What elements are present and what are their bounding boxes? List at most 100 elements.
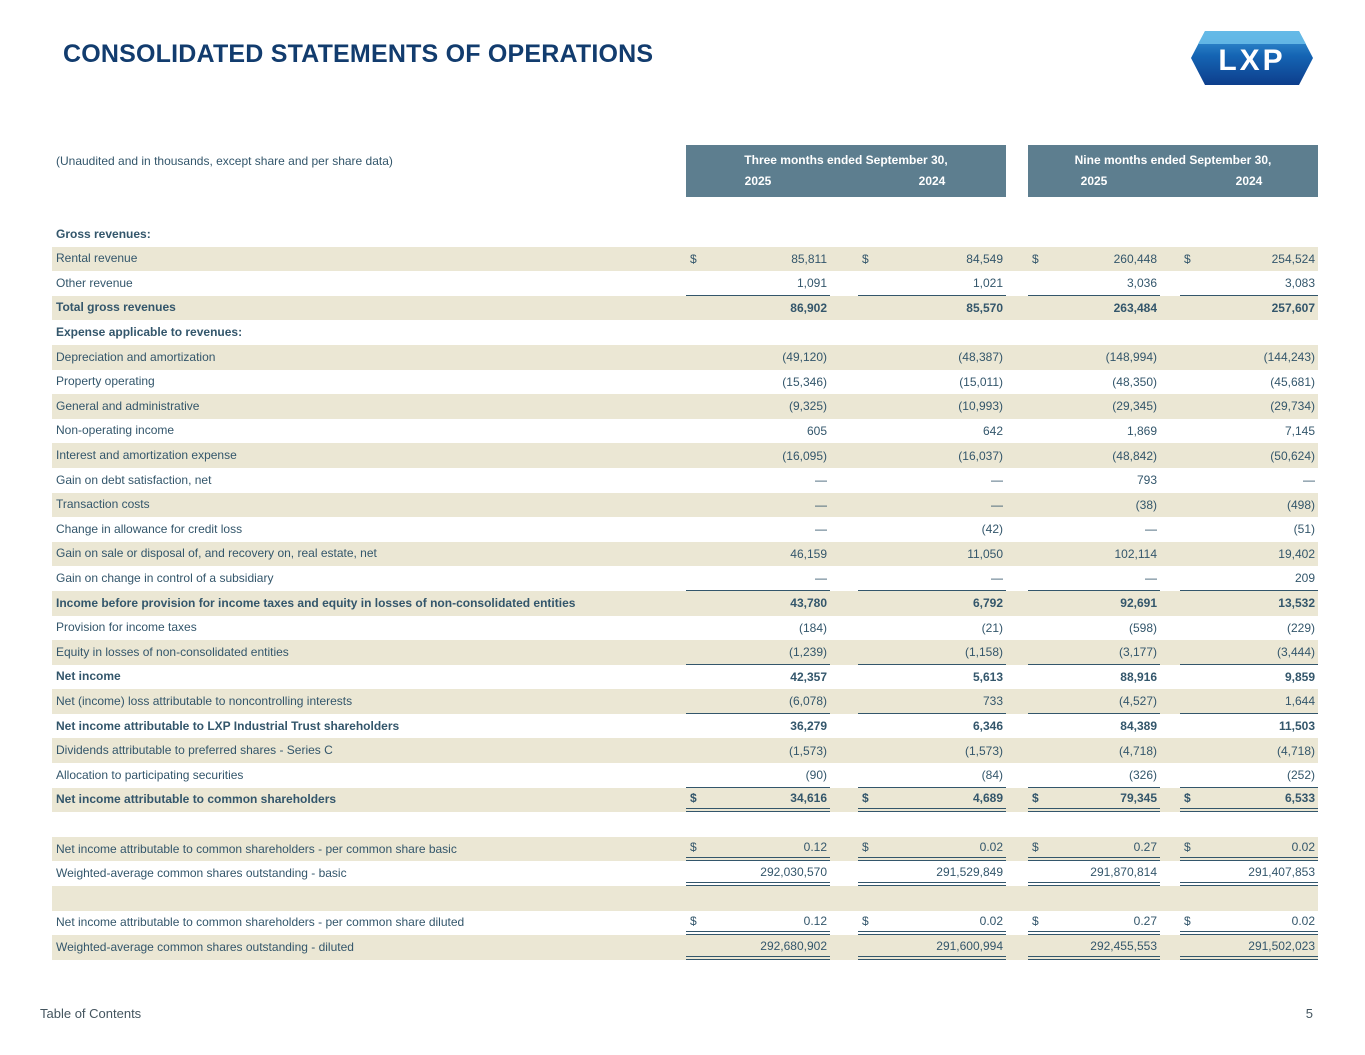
cell-value: 292,030,570 — [760, 864, 827, 879]
row-label: Gain on change in control of a subsidiar… — [56, 571, 274, 586]
cell-value: (9,325) — [788, 399, 827, 414]
cell-value: (16,095) — [782, 448, 827, 463]
lxp-logo: LXP — [1189, 26, 1315, 90]
value-cell — [1180, 886, 1318, 911]
cell-value: — — [1303, 473, 1315, 488]
value-cell: $0.02 — [858, 837, 1006, 862]
value-cell: (10,993) — [858, 394, 1006, 419]
cell-value: 642 — [982, 424, 1003, 439]
cell-value: (48,350) — [1112, 374, 1157, 389]
table-header: Three months ended September 30, 2025 20… — [52, 145, 1318, 197]
value-cell: 1,644 — [1180, 689, 1318, 714]
value-cell: — — [686, 468, 830, 493]
column-gap — [1160, 665, 1180, 690]
cell-value: (3,444) — [1276, 644, 1315, 659]
dollar-sign: $ — [1184, 913, 1191, 928]
value-cell: 291,600,994 — [858, 935, 1006, 960]
column-gap — [1006, 542, 1028, 567]
dollar-sign: $ — [1032, 790, 1039, 805]
value-cell: 642 — [858, 419, 1006, 444]
table-row: Interest and amortization expense (16,095… — [52, 443, 1318, 468]
value-cell: (49,120) — [686, 345, 830, 370]
page-title: CONSOLIDATED STATEMENTS OF OPERATIONS — [63, 40, 654, 68]
cell-value: (1,239) — [788, 644, 827, 659]
table-row: Gain on debt satisfaction, net — — 793 — — [52, 468, 1318, 493]
column-gap — [1006, 861, 1028, 886]
cell-value: 1,021 — [972, 275, 1003, 290]
column-gap — [830, 370, 858, 395]
value-cell: 1,869 — [1028, 419, 1160, 444]
cell-value: — — [815, 473, 827, 488]
value-cell: 3,036 — [1028, 271, 1160, 296]
column-gap — [1160, 443, 1180, 468]
value-cell: $79,345 — [1028, 788, 1160, 813]
row-label: Weighted-average common shares outstandi… — [56, 939, 354, 954]
cell-value: 86,902 — [790, 301, 827, 316]
cell-value: (29,345) — [1112, 399, 1157, 414]
dollar-sign: $ — [690, 913, 697, 928]
year-header: 2024 — [1235, 174, 1263, 188]
col-group-gap — [1006, 145, 1028, 197]
cell-value: 605 — [806, 424, 827, 439]
row-label: Weighted-average common shares outstandi… — [56, 866, 347, 881]
column-gap — [830, 271, 858, 296]
dollar-sign: $ — [862, 840, 869, 855]
row-label: Total gross revenues — [56, 300, 176, 315]
column-gap — [1160, 911, 1180, 936]
value-cell: (598) — [1028, 616, 1160, 641]
column-gap — [1160, 517, 1180, 542]
value-cell: 291,529,849 — [858, 861, 1006, 887]
cell-value: (598) — [1128, 620, 1157, 635]
value-cell: — — [858, 566, 1006, 591]
cell-value: 13,532 — [1278, 596, 1315, 611]
value-cell: (90) — [686, 763, 830, 788]
cell-value: 257,607 — [1271, 301, 1315, 316]
value-cell: 291,870,814 — [1028, 861, 1160, 887]
row-label: Expense applicable to revenues: — [56, 325, 243, 340]
value-cell: $34,616 — [686, 788, 830, 813]
table-row: Weighted-average common shares outstandi… — [52, 861, 1318, 887]
column-gap — [830, 837, 858, 862]
cell-value: 88,916 — [1120, 669, 1157, 684]
cell-value: 9,859 — [1284, 669, 1315, 684]
row-label: Other revenue — [56, 275, 133, 290]
value-cell: 5,613 — [858, 665, 1006, 690]
value-cell: 291,407,853 — [1180, 861, 1318, 887]
column-gap — [1160, 861, 1180, 886]
value-cell: 292,680,902 — [686, 935, 830, 960]
row-label: Net income attributable to common shareh… — [56, 915, 465, 930]
column-gap — [1160, 837, 1180, 862]
row-label: Net income attributable to common shareh… — [56, 792, 337, 807]
column-gap — [830, 443, 858, 468]
table-row: Net (income) loss attributable to noncon… — [52, 689, 1318, 714]
value-cell: (498) — [1180, 493, 1318, 518]
cell-value: (50,624) — [1270, 448, 1315, 463]
value-cell: 42,357 — [686, 665, 830, 690]
lxp-logo-text: LXP — [1218, 44, 1285, 77]
cell-value: (3,177) — [1118, 644, 1157, 659]
cell-value: 0.12 — [803, 840, 827, 855]
value-cell: 605 — [686, 419, 830, 444]
value-cell: 292,455,553 — [1028, 935, 1160, 960]
cell-value: 79,345 — [1120, 790, 1157, 805]
column-gap — [830, 566, 858, 591]
value-cell: $0.27 — [1028, 837, 1160, 862]
table-row: Gain on sale or disposal of, and recover… — [52, 541, 1318, 567]
cell-value: 85,811 — [791, 251, 827, 266]
dollar-sign: $ — [1032, 840, 1039, 855]
value-cell: 263,484 — [1028, 296, 1160, 321]
table-of-contents-link[interactable]: Table of Contents — [40, 1006, 142, 1021]
column-gap — [830, 861, 858, 886]
value-cell: (148,994) — [1028, 345, 1160, 370]
column-gap — [1160, 566, 1180, 591]
value-cell: 86,902 — [686, 296, 830, 321]
dollar-sign: $ — [862, 913, 869, 928]
value-cell: (15,346) — [686, 370, 830, 395]
column-gap — [1006, 689, 1028, 714]
cell-value: (38) — [1135, 497, 1157, 512]
value-cell: (184) — [686, 616, 830, 641]
statements-table: Three months ended September 30, 2025 20… — [52, 145, 1318, 960]
table-row: Weighted-average common shares outstandi… — [52, 935, 1318, 960]
row-label: Interest and amortization expense — [56, 448, 237, 463]
value-cell: (1,158) — [858, 640, 1006, 665]
